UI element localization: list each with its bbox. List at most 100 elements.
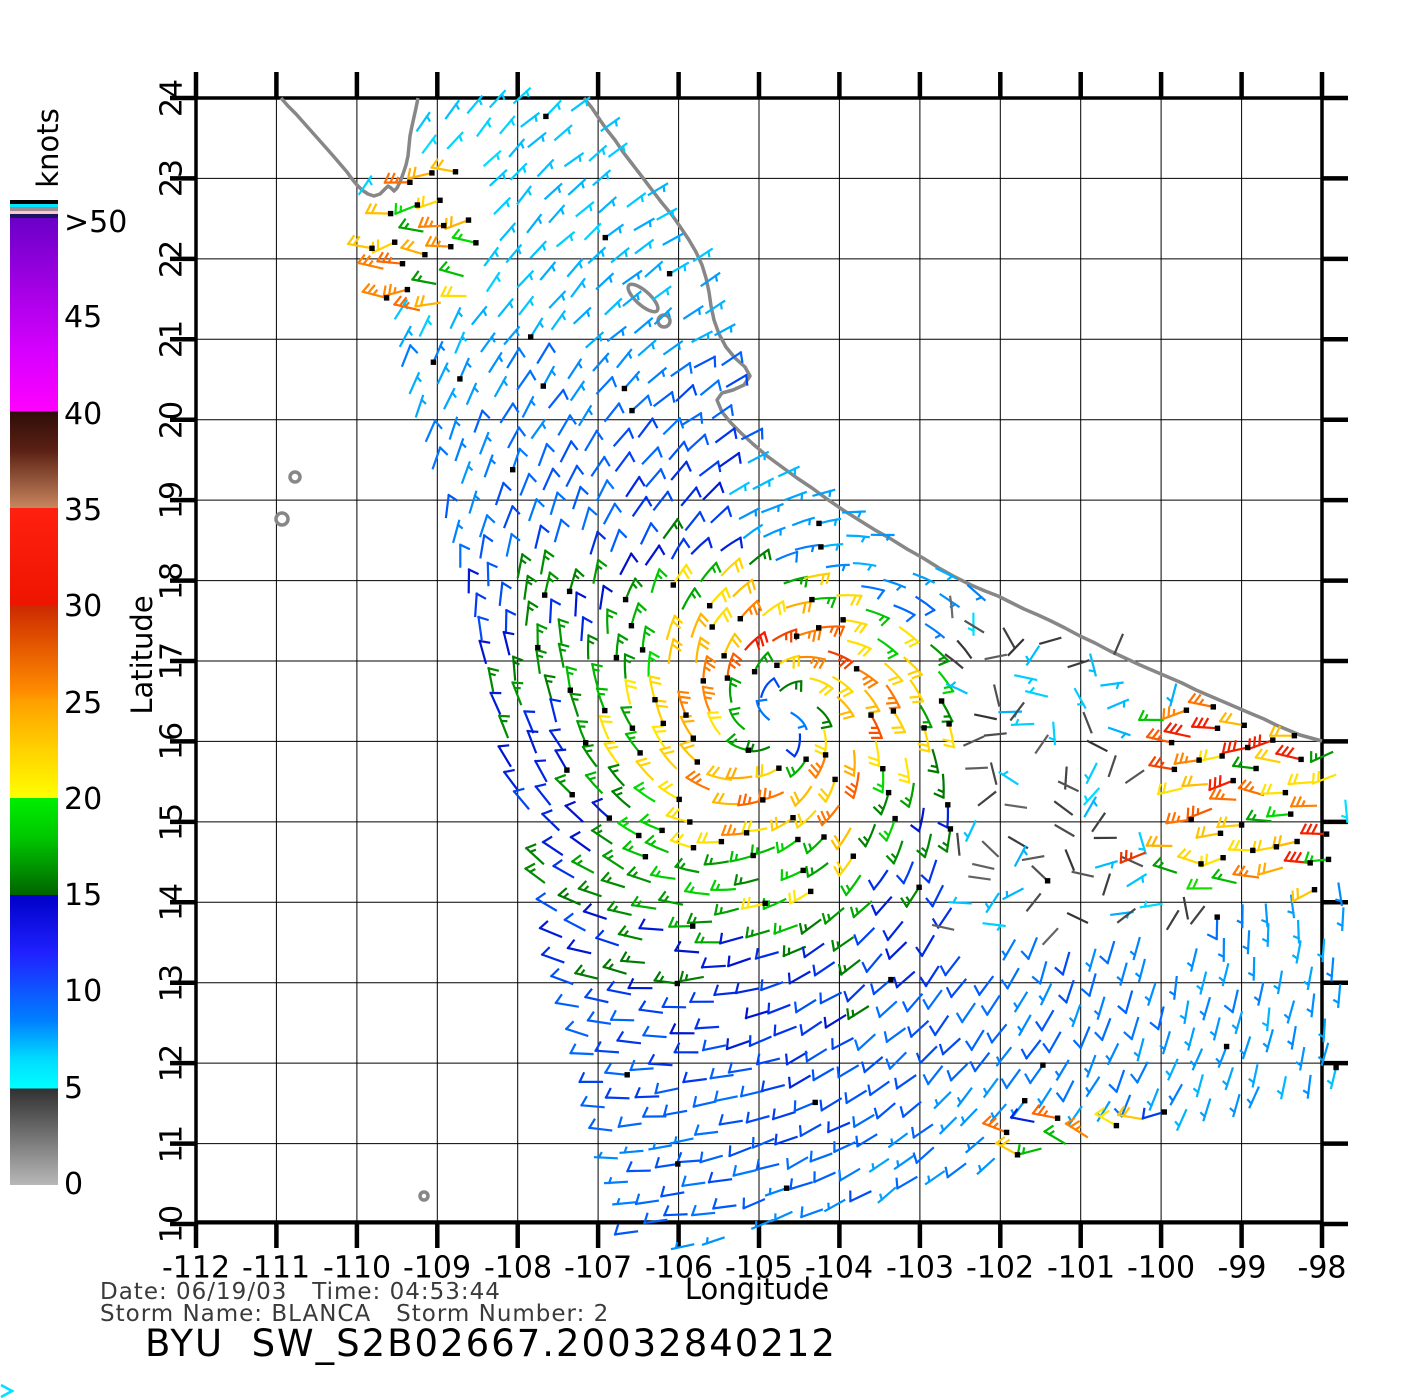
wind-barb <box>554 773 574 797</box>
wind-barb <box>694 1018 720 1030</box>
wind-barb <box>785 1051 809 1066</box>
wind-barb <box>948 595 954 619</box>
wind-barb <box>764 1186 788 1197</box>
wind-barb <box>720 557 744 577</box>
wind-barb <box>548 290 567 309</box>
wind-barb <box>745 1111 770 1124</box>
wind-barb <box>557 618 570 644</box>
wind-barb <box>984 892 1000 914</box>
rain-flag <box>774 662 780 668</box>
wind-barb <box>1126 873 1148 888</box>
wind-barb <box>708 586 731 608</box>
wind-barb <box>945 978 968 999</box>
wind-barb <box>536 158 555 178</box>
wind-barb <box>526 213 543 234</box>
wind-barb <box>789 785 813 808</box>
wind-barb <box>745 926 770 939</box>
colorbar-tick-label: 40 <box>64 397 103 432</box>
wind-barb <box>1165 811 1193 825</box>
wind-barb <box>1020 1039 1042 1060</box>
wind-barb <box>681 586 702 610</box>
coastline <box>274 96 1323 1202</box>
wind-barb <box>794 543 819 553</box>
wind-barb <box>1009 701 1025 722</box>
wind-barb <box>1190 716 1219 730</box>
wind-barb <box>1123 1016 1140 1041</box>
wind-barb <box>885 840 904 865</box>
wind-barb <box>654 1082 679 1095</box>
wind-barb <box>748 1035 772 1048</box>
wind-barb <box>406 166 434 180</box>
wind-barb <box>1083 796 1098 818</box>
wind-barb <box>981 840 1000 858</box>
wind-barb <box>1119 849 1146 865</box>
wind-barb <box>694 932 721 944</box>
wind-barb <box>755 1053 781 1066</box>
wind-barb <box>704 299 726 315</box>
wind-barb <box>499 222 517 242</box>
rain-flag <box>1014 1152 1021 1158</box>
rain-flag <box>670 582 676 588</box>
wind-barb <box>937 670 955 695</box>
wind-barb <box>465 382 480 406</box>
wind-barb <box>1080 973 1097 998</box>
wind-barb <box>1208 775 1235 792</box>
wind-barb <box>1189 905 1206 925</box>
wind-barb <box>527 131 547 149</box>
wind-barb <box>641 446 663 466</box>
wind-barb <box>626 1160 651 1173</box>
colorbar-tick-label: 15 <box>64 878 103 913</box>
wind-barb <box>691 330 713 344</box>
wind-barb <box>795 628 822 642</box>
wind-barb <box>1107 755 1117 778</box>
rain-flag <box>816 520 822 527</box>
wind-barb <box>714 323 736 337</box>
wind-barb <box>542 467 561 491</box>
wind-barb <box>685 770 711 791</box>
rain-flag <box>743 830 750 836</box>
wind-barb <box>1082 711 1093 734</box>
wind-barb <box>1108 1069 1126 1094</box>
wind-barb <box>478 639 491 665</box>
wind-barb <box>912 1146 935 1165</box>
wind-barb <box>662 517 684 540</box>
rain-flag <box>1291 733 1298 739</box>
rain-flag <box>1198 861 1204 867</box>
wind-barb <box>711 403 734 420</box>
wind-barb <box>617 1116 642 1129</box>
wind-barb <box>955 1002 977 1024</box>
wind-barb <box>569 1043 594 1056</box>
wind-barb <box>449 306 464 330</box>
wind-barb <box>755 698 771 721</box>
longitude-tick-label: -111 <box>241 1250 311 1286</box>
wind-barb <box>676 1151 701 1164</box>
wind-barb <box>1168 975 1178 1000</box>
wind-barb <box>629 1059 654 1072</box>
rain-flag <box>613 654 620 661</box>
wind-barb <box>702 654 717 683</box>
wind-barb <box>499 402 520 424</box>
rain-flag <box>621 385 628 392</box>
rain-flag <box>1113 1122 1120 1129</box>
wind-barb <box>662 416 685 436</box>
wind-barb <box>660 1185 685 1198</box>
rain-flag <box>457 376 463 382</box>
wind-barb <box>701 1236 725 1246</box>
wind-barb <box>1173 752 1201 766</box>
latitude-tick-label: 13 <box>154 963 190 1003</box>
wind-barb <box>807 753 827 780</box>
wind-barb <box>584 429 604 452</box>
wind-barb <box>572 485 589 510</box>
colorbar-tick-label: 25 <box>64 686 103 721</box>
wind-barb <box>931 907 953 930</box>
wind-barb <box>1163 722 1191 738</box>
wind-barb <box>639 521 659 545</box>
wind-barb <box>699 561 722 583</box>
wind-barb <box>1260 903 1269 928</box>
wind-barb <box>920 859 938 884</box>
wind-barb <box>974 713 998 721</box>
wind-barb <box>998 770 1019 786</box>
colorbar-over-label: >50 <box>64 205 128 240</box>
wind-barb <box>554 993 579 1008</box>
wind-barb <box>1017 1014 1032 1037</box>
